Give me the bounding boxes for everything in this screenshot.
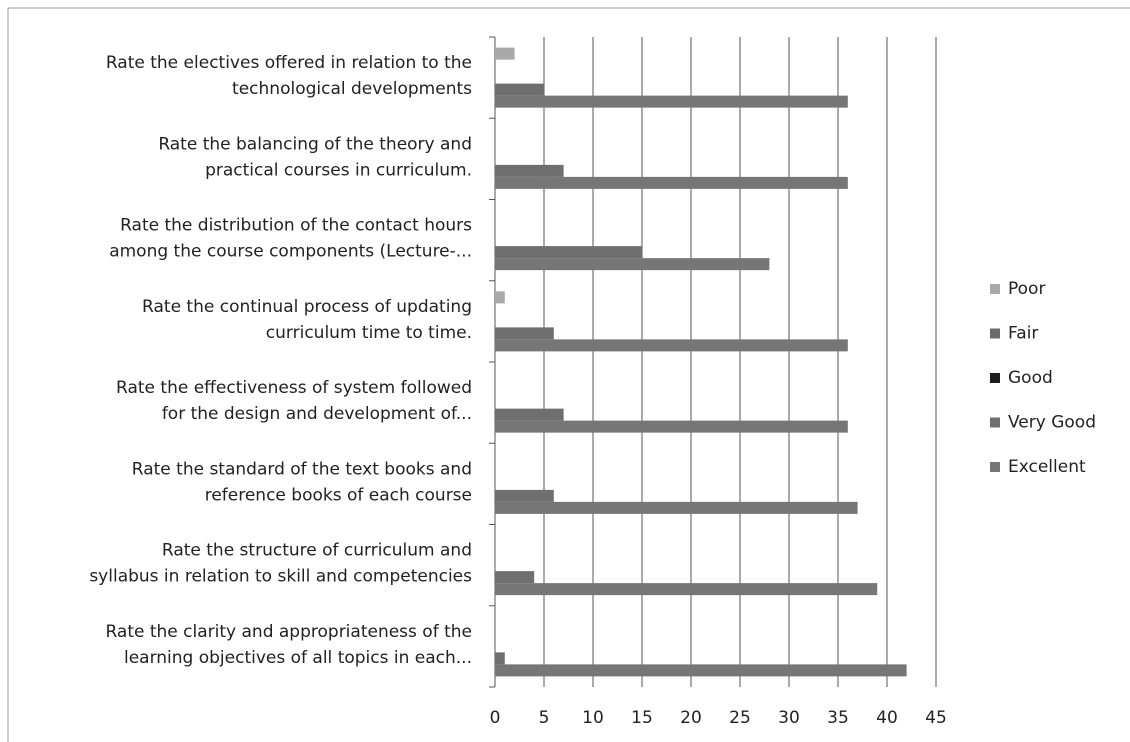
x-tick-label: 10 — [582, 708, 604, 728]
bar — [495, 652, 505, 665]
bar — [495, 420, 848, 433]
legend-swatch — [990, 328, 1000, 339]
bar — [495, 408, 564, 421]
bar — [495, 83, 544, 96]
bar — [495, 583, 878, 596]
legend-label: Good — [1008, 368, 1053, 388]
bar — [495, 95, 848, 108]
y-tick-label: Rate the continual process of updating — [142, 297, 472, 317]
y-tick-label: Rate the structure of curriculum and — [162, 541, 472, 561]
y-tick-label: Rate the electives offered in relation t… — [106, 53, 472, 73]
bar — [495, 571, 535, 584]
legend-swatch — [990, 462, 1000, 472]
x-tick-label: 15 — [631, 708, 653, 728]
y-tick-label: Rate the balancing of the theory and — [158, 134, 472, 154]
legend-label: Fair — [1008, 324, 1038, 344]
bar — [495, 664, 907, 677]
y-tick-label: Rate the clarity and appropriateness of … — [105, 622, 472, 642]
y-tick-label: for the design and development of... — [162, 404, 472, 424]
bar — [495, 339, 848, 352]
legend-label: Poor — [1008, 279, 1045, 299]
bar — [495, 47, 515, 60]
x-tick-label: 0 — [490, 708, 501, 728]
bar — [495, 291, 505, 304]
x-tick-label: 20 — [680, 708, 702, 728]
x-tick-label: 35 — [827, 708, 849, 728]
bar — [495, 246, 642, 259]
x-tick-label: 45 — [925, 708, 947, 728]
y-tick-label: reference books of each course — [205, 485, 472, 505]
x-tick-label: 5 — [539, 708, 550, 728]
y-tick-label: learning objectives of all topics in eac… — [124, 648, 472, 668]
legend-swatch — [990, 373, 1000, 383]
y-tick-label: curriculum time to time. — [266, 323, 472, 343]
y-tick-label: Rate the distribution of the contact hou… — [120, 216, 472, 236]
bar — [495, 327, 554, 340]
y-tick-label: technological developments — [232, 79, 472, 99]
bar — [495, 164, 564, 177]
legend-swatch — [990, 417, 1000, 428]
x-tick-label: 25 — [729, 708, 751, 728]
x-tick-label: 40 — [876, 708, 898, 728]
bar — [495, 489, 554, 502]
y-tick-label: among the course components (Lecture-... — [109, 242, 472, 262]
y-tick-label: Rate the standard of the text books and — [132, 459, 472, 479]
x-tick-label: 30 — [778, 708, 800, 728]
legend-label: Excellent — [1008, 457, 1086, 477]
bar — [495, 501, 858, 514]
y-tick-label: practical courses in curriculum. — [205, 160, 472, 180]
legend-label: Very Good — [1008, 413, 1096, 433]
legend-swatch — [990, 284, 1000, 294]
y-tick-label: Rate the effectiveness of system followe… — [116, 378, 472, 398]
y-tick-label: syllabus in relation to skill and compet… — [89, 567, 472, 587]
bar — [495, 176, 848, 189]
bar — [495, 258, 770, 271]
